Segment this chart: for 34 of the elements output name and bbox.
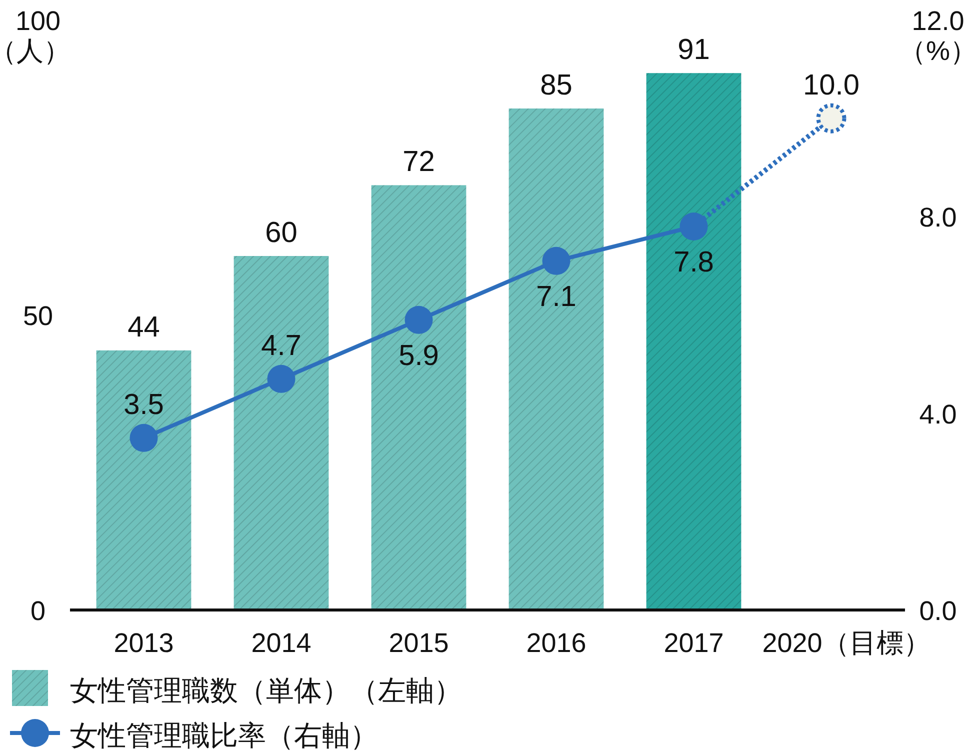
x-tick-label: 2014 xyxy=(251,628,312,658)
y-tick-label: 50 xyxy=(22,301,54,331)
point xyxy=(816,103,846,134)
x-tick-label: 2016 xyxy=(526,628,586,658)
point xyxy=(542,246,570,275)
y-tick-label: 0 xyxy=(30,596,46,626)
data-label: 10.0 xyxy=(803,69,860,102)
data-label: 85 xyxy=(540,70,572,102)
y2-axis-title: （%） xyxy=(898,36,969,66)
x-tick-label: 2017 xyxy=(664,628,724,658)
y2-tick-label: 12.0 xyxy=(912,6,964,36)
y2-tick-label: 4.0 xyxy=(919,399,957,430)
legend-label: 女性管理職比率（右軸） xyxy=(70,720,378,751)
data-label: 44 xyxy=(128,311,160,344)
data-label: 4.7 xyxy=(261,330,302,362)
data-label: 72 xyxy=(402,146,435,178)
data-label: 3.5 xyxy=(124,388,164,421)
point xyxy=(267,364,296,393)
data-label: 7.1 xyxy=(536,280,576,313)
point xyxy=(130,424,158,452)
y-axis-title: （人） xyxy=(0,36,70,66)
data-label: 5.9 xyxy=(398,340,439,372)
x-tick-label: 2020（目標） xyxy=(762,628,930,658)
legend-label: 女性管理職数（単体）（左軸） xyxy=(70,675,462,706)
y-tick-label: 100 xyxy=(15,6,61,36)
y2-tick-label: 8.0 xyxy=(919,202,957,233)
data-label: 60 xyxy=(265,217,298,249)
x-tick-label: 2013 xyxy=(114,628,174,658)
data-label: 91 xyxy=(678,34,710,66)
point xyxy=(680,212,708,240)
x-tick-label: 2015 xyxy=(388,628,449,658)
y2-tick-label: 0.0 xyxy=(919,596,957,626)
point xyxy=(404,306,433,334)
data-label: 7.8 xyxy=(674,246,714,278)
